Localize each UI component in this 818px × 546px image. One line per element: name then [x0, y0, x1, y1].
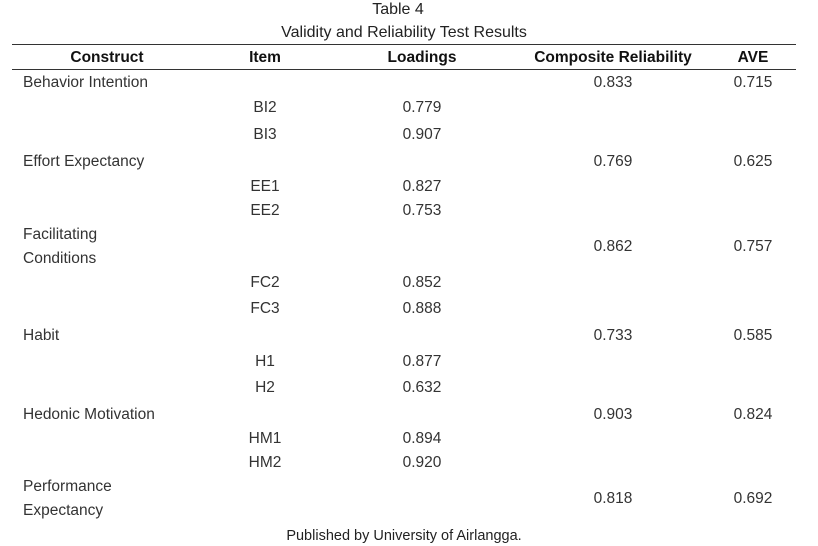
loading-value: 0.852	[402, 274, 442, 291]
header-ave: AVE	[737, 49, 769, 66]
ave-value: 0.625	[733, 153, 773, 170]
loading-value: 0.779	[402, 99, 442, 116]
item-code: H2	[255, 379, 275, 396]
construct-label: Conditions	[23, 250, 97, 267]
item-code: BI3	[253, 126, 277, 143]
construct-label: Performance	[23, 478, 112, 495]
ave-value: 0.757	[733, 238, 773, 255]
loading-value: 0.827	[402, 178, 442, 195]
item-code: FC2	[250, 274, 280, 291]
composite-reliability-value: 0.833	[593, 74, 633, 91]
header-item: Item	[249, 49, 281, 66]
construct-label: Habit	[23, 327, 60, 344]
item-code: H1	[255, 353, 275, 370]
header-composite-reliability: Composite Reliability	[534, 49, 692, 66]
composite-reliability-value: 0.769	[593, 153, 633, 170]
ave-value: 0.692	[733, 490, 773, 507]
construct-label: Facilitating	[23, 226, 98, 243]
composite-reliability-value: 0.862	[593, 238, 633, 255]
publisher-footer: Published by University of Airlangga.	[286, 528, 522, 544]
loading-value: 0.920	[402, 454, 442, 471]
loading-value: 0.907	[402, 126, 442, 143]
item-code: HM2	[248, 454, 282, 471]
construct-label: Expectancy	[23, 502, 104, 519]
item-code: EE2	[250, 202, 280, 219]
composite-reliability-value: 0.818	[593, 490, 633, 507]
header-loadings: Loadings	[387, 49, 457, 66]
ave-value: 0.585	[733, 327, 773, 344]
loading-value: 0.894	[402, 430, 442, 447]
construct-label: Effort Expectancy	[23, 153, 145, 170]
table-top-rule	[12, 44, 796, 45]
ave-value: 0.824	[733, 406, 773, 423]
table-header-rule	[12, 69, 796, 70]
composite-reliability-value: 0.733	[593, 327, 633, 344]
item-code: FC3	[250, 300, 280, 317]
table-title: Validity and Reliability Test Results	[281, 24, 527, 41]
item-code: EE1	[250, 178, 280, 195]
item-code: HM1	[248, 430, 282, 447]
loading-value: 0.888	[402, 300, 442, 317]
composite-reliability-value: 0.903	[593, 406, 633, 423]
construct-label: Hedonic Motivation	[23, 406, 155, 423]
loading-value: 0.753	[402, 202, 442, 219]
item-code: BI2	[253, 99, 277, 116]
construct-label: Behavior Intention	[23, 74, 148, 91]
header-construct: Construct	[70, 49, 144, 66]
loading-value: 0.877	[402, 353, 442, 370]
ave-value: 0.715	[733, 74, 773, 91]
loading-value: 0.632	[402, 379, 442, 396]
table-number: Table 4	[372, 1, 424, 18]
